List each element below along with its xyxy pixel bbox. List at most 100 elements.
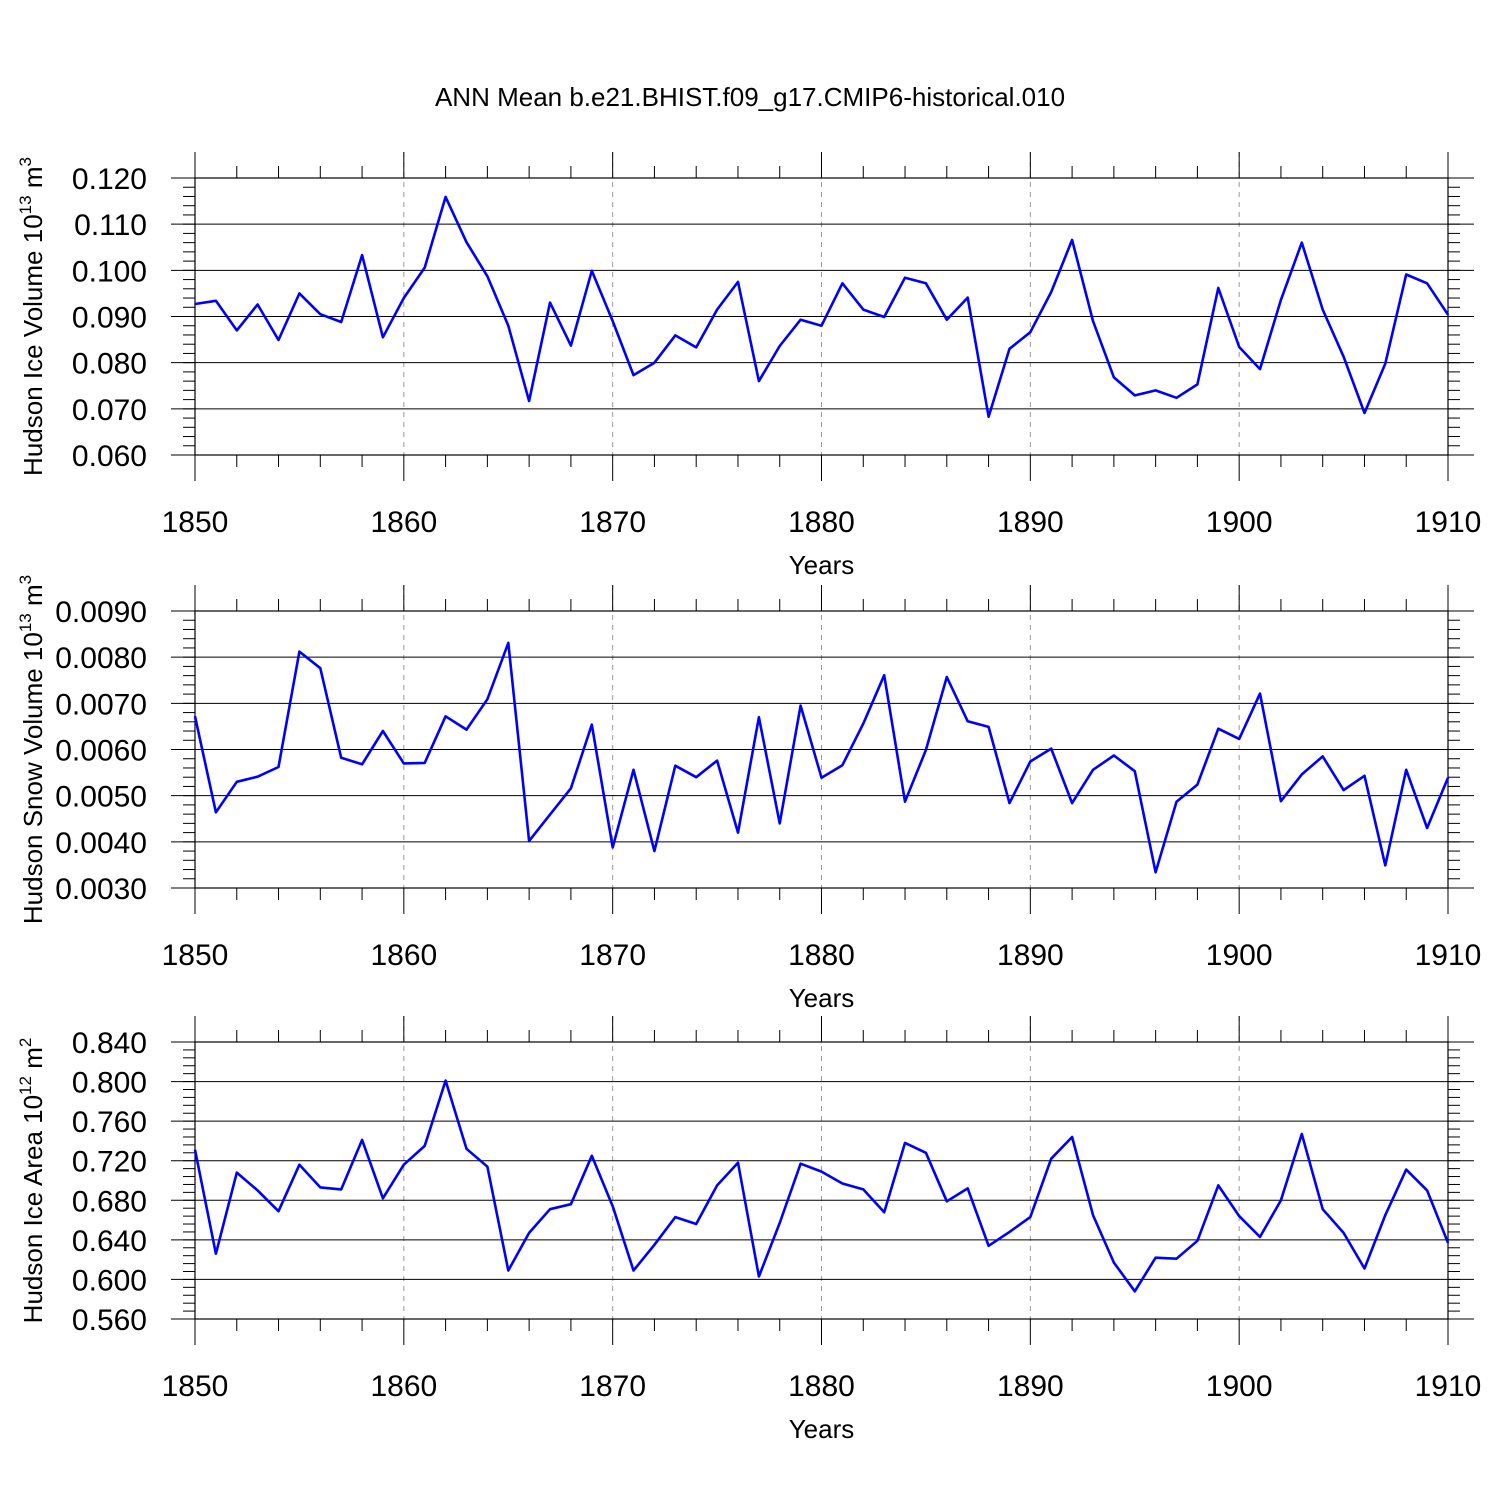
plot-frame [194,177,1449,456]
data-point [194,303,196,305]
data-point [256,1189,259,1192]
data-point [256,303,259,306]
data-point [277,339,280,341]
data-point [1259,1236,1261,1238]
data-point [1342,789,1345,791]
data-point [946,1200,948,1203]
data-point [444,715,447,718]
data-point [507,1269,510,1272]
data-point [1175,396,1178,399]
y-tick-label: 0.600 [72,1264,147,1297]
data-point [549,301,551,304]
y-tick-label: 0.0030 [55,873,147,906]
y-tick-label: 0.760 [72,1106,147,1139]
data-point [716,1184,718,1187]
data-point [1447,1242,1449,1244]
figure-title: ANN Mean b.e21.BHIST.f09_g17.CMIP6-histo… [435,82,1065,112]
data-point [1008,1231,1011,1233]
data-point [674,334,677,337]
data-point [1405,769,1408,771]
data-point [570,787,572,790]
data-point [716,308,718,311]
data-point [549,813,551,816]
data-point [987,415,990,418]
data-point [1280,1199,1282,1202]
data-point [235,1171,238,1174]
y-axis-label-text: Hudson Snow Volume 10 [18,632,48,924]
data-point [695,1223,697,1225]
data-point [382,1197,384,1200]
y-axis-label-exponent: 2 [16,1038,35,1047]
data-point [883,674,885,676]
data-point [382,730,384,732]
y-tick-label: 0.800 [72,1067,147,1100]
x-tick-label: 1910 [1415,1370,1482,1403]
data-point [1092,320,1094,322]
data-point [966,1187,969,1190]
data-point [1384,864,1387,867]
data-point [1092,769,1094,771]
data-point [674,1216,677,1218]
panel-3: 0.560 0.600 0.640 0.680 0.720 0.760 0.800 0.840… [16,1016,1481,1444]
data-point [1363,1267,1366,1270]
data-point [1154,389,1157,392]
data-point [486,1165,489,1168]
data-point [215,811,217,814]
data-point [737,831,739,834]
data-point [799,704,802,707]
data-point [1447,776,1449,779]
data-point [1342,355,1345,358]
data-point [570,1203,572,1206]
data-point [1384,362,1387,365]
data-point [758,380,760,382]
data-point [653,361,656,364]
data-point [1154,871,1157,874]
data-point [1321,755,1324,758]
data-point [1301,773,1303,776]
y-axis-label-exponent: 3 [16,157,35,166]
data-point [1447,313,1449,316]
x-tick-label: 1870 [579,1370,646,1403]
panel-2: 0.0030 0.0040 0.0050 0.0060 0.0070 0.0080 0.00… [16,575,1481,1013]
y-axis-label-exponent: 3 [16,575,35,584]
x-tick-label: 1910 [1415,939,1482,972]
y-axis-label: Hudson Ice Volume 1013 m3 [16,157,48,476]
data-point [1280,800,1282,803]
x-tick-label: 1860 [370,939,437,972]
data-point [1050,1157,1053,1160]
data-point [1363,412,1366,414]
data-point [695,776,697,778]
data-point [1321,308,1324,311]
data-point [486,275,489,278]
y-tick-label: 0.100 [72,255,147,288]
y-tick-label: 0.0090 [55,596,147,629]
panel-1: 0.060 0.070 0.080 0.090 0.100 0.110 0.120 1850 1… [16,152,1481,580]
data-point [1426,827,1428,829]
y-tick-label: 0.840 [72,1027,147,1060]
data-point [528,840,530,842]
data-point [1426,282,1428,285]
data-point [1238,1215,1240,1217]
data-point [1384,1214,1387,1216]
y-tick-label: 0.0060 [55,735,147,768]
data-point [403,297,405,299]
data-point [361,1139,363,1141]
data-point [904,1142,906,1144]
data-point [340,321,342,323]
data-point [1217,287,1220,289]
data-point [1405,273,1408,276]
data-point [820,324,823,327]
x-axis-label: Years [789,983,855,1013]
data-point [820,776,823,779]
data-point [1259,368,1261,370]
data-point [1071,802,1073,804]
data-point [778,1222,781,1224]
data-point [1426,1189,1428,1192]
y-axis-label-text: Hudson Ice Area 10 [18,1095,48,1323]
data-point [507,642,510,644]
data-point [883,1211,885,1213]
data-point [235,329,238,332]
data-point [611,1205,614,1208]
data-point [298,650,301,653]
